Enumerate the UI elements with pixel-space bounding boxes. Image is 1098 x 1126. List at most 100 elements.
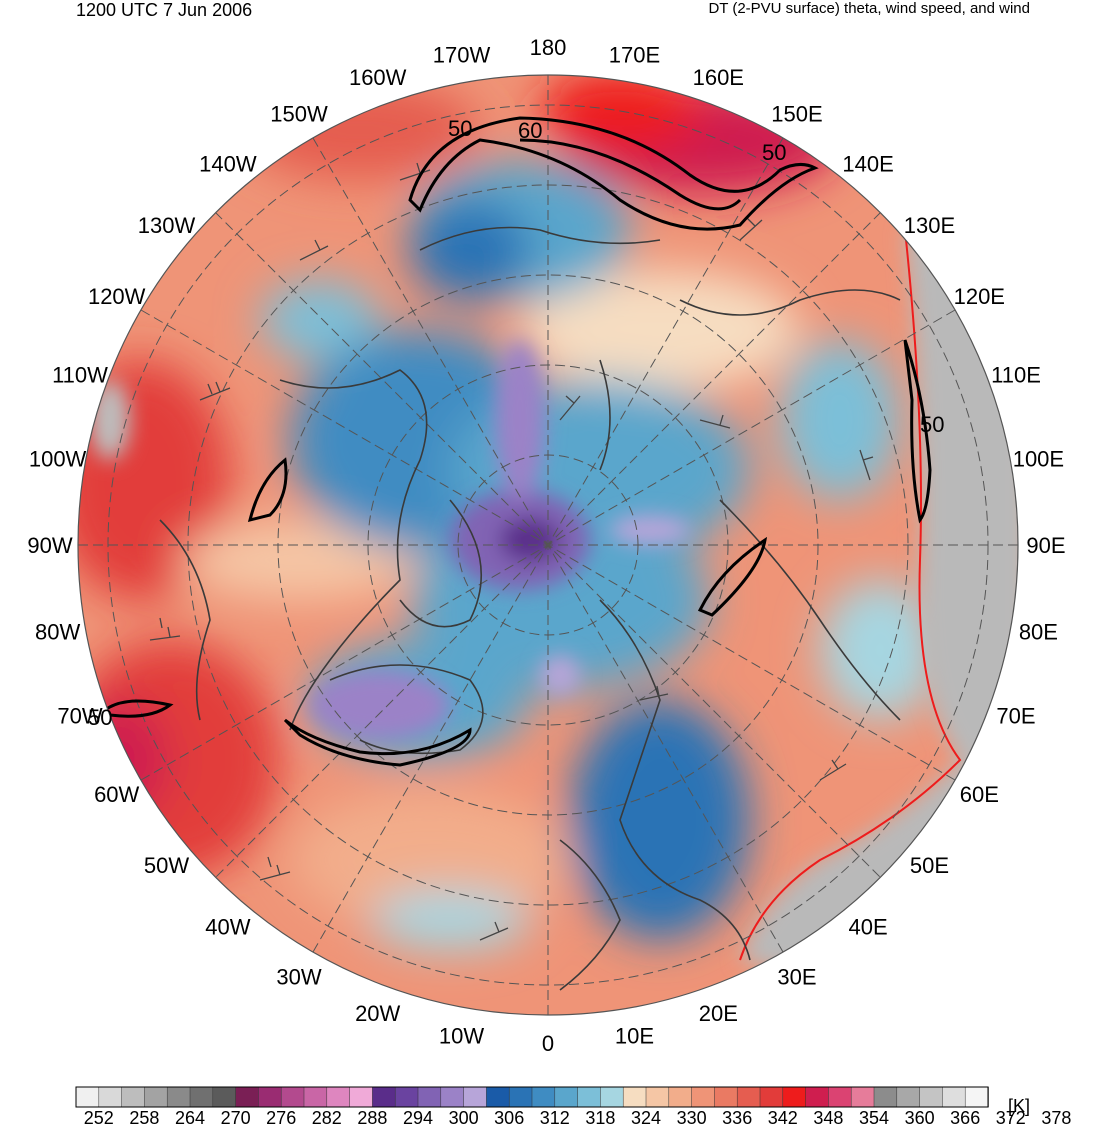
colorbar-swatch [121, 1086, 146, 1108]
colorbar-swatch [577, 1086, 602, 1108]
contour-label: 50 [448, 116, 472, 141]
longitude-label: 100E [1013, 447, 1064, 472]
colorbar-swatch [144, 1086, 168, 1108]
colorbar-swatch [349, 1086, 374, 1108]
colorbar-tick-label: 336 [722, 1108, 752, 1126]
longitude-label: 70W [57, 703, 102, 728]
colorbar-tick-label: 360 [905, 1108, 935, 1126]
longitude-label: 150W [270, 102, 328, 127]
colorbar-swatch [98, 1086, 123, 1108]
longitude-label: 180 [530, 35, 567, 60]
longitude-label: 160E [693, 65, 744, 90]
colorbar-swatch [75, 1086, 100, 1108]
colorbar-tick-label: 282 [312, 1108, 342, 1126]
longitude-label: 150E [771, 102, 822, 127]
colorbar-tick-label: 378 [1041, 1108, 1071, 1126]
colorbar-swatch [828, 1086, 852, 1108]
colorbar-swatch [554, 1086, 579, 1108]
longitude-label: 20W [355, 1001, 400, 1026]
longitude-label: 110W [52, 363, 108, 388]
colorbar-swatch [782, 1086, 807, 1108]
longitude-label: 170E [609, 43, 660, 68]
longitude-label: 60W [94, 782, 139, 807]
contour-label: 50 [762, 140, 786, 165]
colorbar-swatch [372, 1086, 396, 1108]
longitude-label: 120W [88, 284, 146, 309]
colorbar-swatch [714, 1086, 738, 1108]
longitude-labels: 180 170E 160E 150E 140E 130E 120E 110E 100E 90E 80… [27, 35, 1065, 1056]
colorbar-swatch [850, 1086, 875, 1108]
colorbar-tick-label: 348 [813, 1108, 843, 1126]
colorbar-swatch [463, 1086, 488, 1108]
longitude-label: 40W [205, 915, 250, 940]
colorbar-swatch [258, 1086, 282, 1108]
contour-label: 50 [920, 412, 944, 437]
colorbar-swatch [759, 1086, 784, 1108]
longitude-label: 20E [699, 1001, 738, 1026]
longitude-label: 170W [433, 43, 491, 68]
longitude-label: 30E [777, 964, 816, 989]
colorbar-swatch [896, 1086, 921, 1108]
colorbar-swatch [417, 1086, 442, 1108]
contour-label: 60 [518, 118, 542, 143]
colorbar-swatch [303, 1086, 328, 1108]
contour-label: 50 [88, 705, 112, 730]
longitude-label: 50E [910, 853, 949, 878]
colorbar-tick-label: 324 [631, 1108, 661, 1126]
longitude-label: 10W [439, 1023, 484, 1048]
longitude-label: 140E [842, 152, 893, 177]
longitude-label: 40E [849, 915, 888, 940]
colorbar-tick-label: 318 [585, 1108, 615, 1126]
colorbar-tick-label: 312 [540, 1108, 570, 1126]
longitude-label: 100W [29, 447, 87, 472]
colorbar-swatch [600, 1086, 624, 1108]
colorbar-swatch [964, 1086, 989, 1108]
contour-labels: 50 60 50 50 50 [88, 116, 944, 730]
colorbar-swatch [873, 1086, 898, 1108]
colorbar-tick-label: 264 [175, 1108, 205, 1126]
colorbar-unit: [K] [1008, 1096, 1030, 1116]
colorbar-swatch [440, 1086, 465, 1108]
colorbar-swatch [508, 1086, 533, 1108]
longitude-label: 130W [138, 213, 196, 238]
colorbar-tick-label: 354 [859, 1108, 889, 1126]
wind-barbs [149, 162, 874, 941]
longitude-label: 80E [1019, 620, 1058, 645]
colorbar-swatch [486, 1086, 510, 1108]
colorbar-tick-label: 342 [768, 1108, 798, 1126]
longitude-label: 90E [1026, 533, 1065, 558]
wind-speed-contours [102, 116, 932, 767]
colorbar-swatch [235, 1086, 260, 1108]
colorbar-tick-label: 258 [129, 1108, 159, 1126]
colorbar-tick-label: 372 [996, 1108, 1026, 1126]
colorbar-tick-label: 300 [449, 1108, 479, 1126]
longitude-label: 10E [615, 1023, 654, 1048]
colorbar-swatch [645, 1086, 670, 1108]
colorbar-swatch [942, 1086, 966, 1108]
colorbar-swatch [691, 1086, 716, 1108]
longitude-label: 90W [27, 533, 72, 558]
valid-time-label: 1200 UTC 7 Jun 2006 [76, 0, 253, 20]
colorbar-swatch [189, 1086, 214, 1108]
colorbar-tick-label: 270 [221, 1108, 251, 1126]
colorbar-swatch [805, 1086, 830, 1108]
colorbar: 252 258 264 270 276 282 288 294 300 306 312 318 324 3… [75, 1086, 1071, 1126]
colorbar-swatch [919, 1086, 944, 1108]
colorbar-swatch [622, 1086, 647, 1108]
colorbar-swatch [212, 1086, 237, 1108]
colorbar-frame [75, 1086, 989, 1108]
longitude-label: 140W [199, 152, 257, 177]
colorbar-tick-label: 366 [950, 1108, 980, 1126]
colorbar-swatch [668, 1086, 693, 1108]
longitude-label: 50W [144, 853, 189, 878]
coastlines [159, 226, 901, 991]
longitude-label: 160W [349, 65, 407, 90]
longitude-label: 110E [991, 363, 1041, 388]
product-title: DT (2-PVU surface) theta, wind speed, an… [708, 0, 1030, 17]
graticule [78, 75, 1018, 1015]
colorbar-tick-label: 252 [84, 1108, 114, 1126]
longitude-label: 30W [276, 964, 321, 989]
colorbar-tick-label: 288 [357, 1108, 387, 1126]
colorbar-swatch [394, 1086, 419, 1108]
